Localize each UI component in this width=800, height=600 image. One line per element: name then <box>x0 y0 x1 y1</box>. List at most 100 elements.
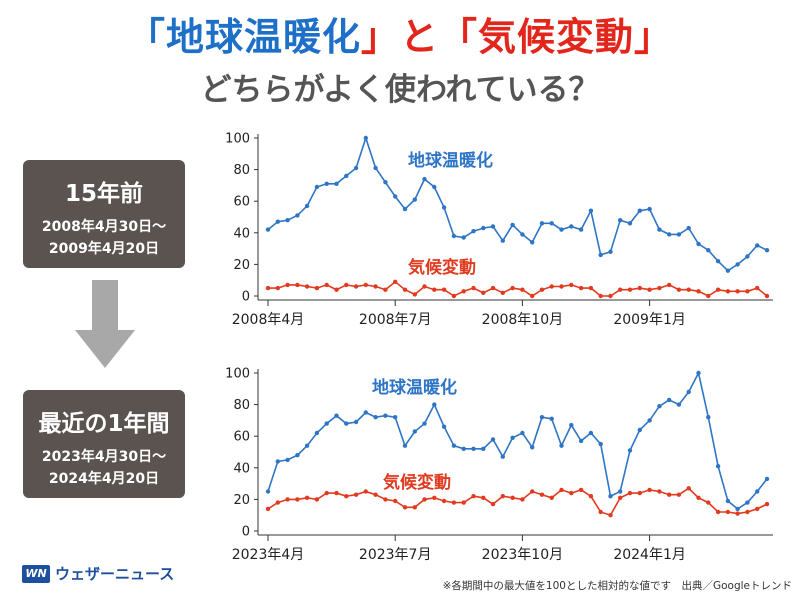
data-point <box>735 262 740 267</box>
data-point <box>627 221 633 226</box>
data-point <box>353 419 359 425</box>
data-point <box>706 293 711 299</box>
x-tick-label: 2023年10月 <box>482 547 563 563</box>
data-point <box>667 492 672 497</box>
y-tick-label: 60 <box>233 195 250 210</box>
x-tick-label: 2024年1月 <box>613 547 686 563</box>
data-point <box>608 494 613 499</box>
data-point <box>735 511 740 516</box>
down-arrow-icon <box>75 280 135 368</box>
data-point <box>451 233 457 239</box>
data-point <box>715 509 721 515</box>
data-point <box>363 489 368 494</box>
data-point <box>549 495 554 500</box>
y-tick-label: 40 <box>233 461 250 476</box>
data-point <box>627 287 633 292</box>
data-point <box>755 243 760 248</box>
data-point <box>432 287 437 292</box>
data-point <box>344 173 349 179</box>
data-point <box>510 435 515 440</box>
data-point <box>676 232 682 237</box>
series-line-global-warming <box>267 370 768 510</box>
data-point <box>373 165 378 171</box>
data-point <box>393 194 398 199</box>
data-point <box>461 500 466 505</box>
data-point <box>598 441 603 447</box>
data-point <box>735 289 740 294</box>
data-point <box>520 430 525 436</box>
data-point <box>637 208 642 213</box>
data-point <box>676 402 682 407</box>
data-point <box>402 505 408 510</box>
data-point <box>402 206 408 212</box>
data-point <box>598 252 603 258</box>
data-point <box>764 501 770 507</box>
data-point <box>667 397 672 403</box>
data-point <box>412 292 417 297</box>
panel-date-end: 2009年4月20日 <box>48 241 160 257</box>
data-point <box>393 279 398 284</box>
data-point <box>559 443 564 448</box>
data-point <box>706 248 711 253</box>
data-point <box>461 446 466 451</box>
y-tick-label: 60 <box>233 430 250 445</box>
data-point <box>647 206 652 212</box>
data-point <box>618 495 623 500</box>
data-point <box>441 287 447 292</box>
data-point <box>578 285 584 291</box>
data-point <box>344 282 349 288</box>
data-point <box>490 437 496 442</box>
data-point <box>608 249 613 254</box>
y-tick-label: 80 <box>233 163 250 178</box>
data-point <box>549 416 554 421</box>
panel-date-end: 2024年4月20日 <box>48 471 160 487</box>
title-bracket-close: 」 <box>634 15 674 59</box>
y-tick-label: 80 <box>233 398 250 413</box>
data-point <box>637 490 642 496</box>
data-point <box>764 476 770 482</box>
data-point <box>559 284 564 289</box>
data-point <box>657 489 662 494</box>
data-point <box>520 287 525 292</box>
data-point <box>451 443 457 448</box>
data-point <box>539 287 545 292</box>
data-point <box>647 418 652 423</box>
series-label: 地球温暖化 <box>408 150 493 171</box>
data-point <box>441 424 447 429</box>
data-point <box>725 498 731 504</box>
title-term-global-warming: 地球温暖化 <box>165 15 361 59</box>
data-point <box>578 438 584 444</box>
data-point <box>715 464 721 469</box>
data-point <box>588 285 594 291</box>
data-point <box>490 501 496 507</box>
data-point <box>393 415 398 420</box>
data-point <box>755 506 760 512</box>
data-point <box>295 213 300 218</box>
data-point <box>314 285 320 291</box>
data-point <box>344 421 349 426</box>
data-point <box>481 446 486 451</box>
data-point <box>696 241 701 247</box>
data-point <box>432 495 437 500</box>
data-point <box>383 497 388 502</box>
data-point <box>275 500 280 505</box>
data-point <box>500 494 505 499</box>
data-point <box>441 498 447 504</box>
data-point <box>539 415 545 420</box>
data-point <box>676 492 682 497</box>
x-tick-label: 2023年4月 <box>232 547 305 563</box>
data-point <box>295 453 300 458</box>
data-point <box>324 421 329 426</box>
data-point <box>725 509 731 515</box>
data-point <box>363 282 368 288</box>
data-point <box>265 227 271 232</box>
data-point <box>745 500 750 505</box>
x-tick-label: 2008年10月 <box>482 312 563 328</box>
data-point <box>549 284 554 289</box>
data-point <box>696 289 701 294</box>
data-point <box>549 221 554 226</box>
data-point <box>275 219 280 224</box>
data-point <box>275 459 280 464</box>
data-point <box>304 495 310 500</box>
